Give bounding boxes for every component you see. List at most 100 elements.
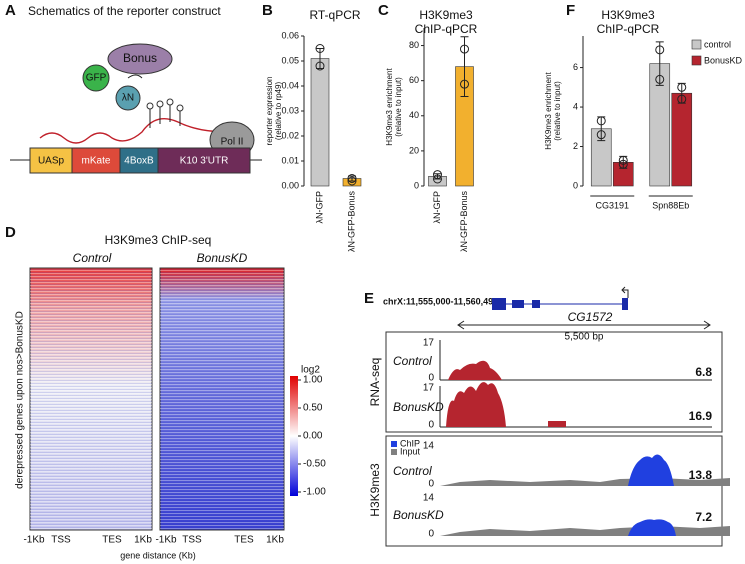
arrow: [127, 74, 143, 79]
bonus-shape: [107, 43, 173, 75]
browser-panel: chrX:11,555,000-11,560,498 CG1572 5,500 …: [368, 286, 730, 547]
track-min: 0: [428, 529, 434, 540]
segment-label: UASp: [38, 156, 65, 167]
track-min: 0: [428, 479, 434, 490]
gene-label: CG1572: [568, 310, 613, 324]
bonus-label: Bonus: [123, 51, 157, 65]
y-tick-label: 20: [409, 145, 419, 155]
colorbar-tick-label: -1.00: [303, 487, 326, 498]
gfp-label: GFP: [86, 73, 107, 84]
colorbar-tick-label: 1.00: [303, 375, 323, 386]
track-max: 14: [423, 493, 435, 504]
panel-label: D: [5, 224, 16, 241]
y-tick-label: 0.01: [281, 155, 299, 165]
colorbar-tick-label: 0.00: [303, 431, 323, 442]
y-tick-label: 0.04: [281, 80, 299, 90]
data-point: [347, 174, 357, 183]
track-min: 0: [428, 373, 434, 384]
x-tick-label: TSS: [182, 535, 202, 546]
panel-label: E: [364, 290, 374, 307]
colorbar-label: log2: [301, 365, 320, 376]
y-tick-label: 0: [414, 180, 419, 190]
track-name: Control: [393, 464, 432, 478]
x-tick-label: λN-GFP: [314, 191, 324, 224]
pol2-label: Pol II: [221, 137, 244, 148]
colorbar-ticks: 1.00 0.50 0.00 -0.50 -1.00: [298, 375, 326, 498]
legend-swatch: [691, 39, 702, 50]
y-tick-label: 0.02: [281, 130, 299, 140]
error-bar: [460, 36, 469, 97]
data-point: [460, 44, 469, 54]
track-box: [385, 331, 723, 433]
segment-label: mKate: [82, 156, 111, 167]
bar: [310, 58, 330, 187]
x-tick-label: λN-GFP-Bonus: [459, 191, 469, 253]
gfp-shape: [82, 64, 110, 92]
track-value: 6.8: [695, 365, 712, 379]
track-max: 17: [423, 383, 435, 394]
chart-title: ChIP-qPCR: [415, 22, 478, 36]
x-tick-label: Spn88Eb: [652, 200, 689, 210]
y-tick-label: 0.06: [281, 30, 299, 40]
chart-title: H3K9me3: [601, 8, 655, 22]
error-bar: [316, 48, 324, 69]
column-title: BonusKD: [197, 251, 248, 265]
x-tick-label: -1Kb: [23, 535, 45, 546]
y-tick-label: 60: [409, 75, 419, 85]
data-point: [655, 74, 665, 84]
segment: [71, 147, 121, 174]
x-tick-label: -1Kb: [155, 535, 177, 546]
panel-label: C: [378, 2, 389, 19]
data-point: [315, 44, 325, 53]
x-tick-label: TES: [234, 535, 254, 546]
legend-swatch: [691, 55, 702, 66]
y-tick-label: 40: [409, 110, 419, 120]
scale-label: 5,500 bp: [565, 332, 604, 343]
data-point: [433, 174, 442, 184]
data-point: [347, 176, 357, 186]
y-tick-label: 0.03: [281, 105, 299, 115]
track-group-label: H3K9me3: [368, 463, 382, 517]
track-box: [385, 435, 723, 547]
panel-label: F: [566, 2, 575, 19]
heatmap-title: H3K9me3 ChIP-seq: [105, 233, 212, 247]
y-axis-label: derepressed genes upon nos>BonusKD: [15, 311, 26, 489]
track-min: 0: [428, 420, 434, 431]
lambda-n-label: λN: [122, 93, 134, 104]
y-tick-label: 0.00: [281, 180, 299, 190]
data-point: [460, 79, 469, 89]
hairpins: [149, 104, 181, 128]
track-max: 14: [423, 441, 435, 452]
heatmap-panel: H3K9me3 ChIP-seq Control BonusKD derepre…: [15, 233, 327, 560]
legend-label: BonusKD: [704, 55, 743, 65]
y-tick-label: 4: [573, 101, 578, 111]
chart-title: RT-qPCR: [309, 8, 360, 22]
data-point: [677, 82, 687, 92]
y-tick-label: 0.05: [281, 55, 299, 65]
error-bar: [655, 41, 664, 86]
panel-label: B: [262, 2, 273, 19]
x-tick-label: TES: [102, 535, 122, 546]
legend-label: ChIP: [400, 438, 420, 448]
y-tick-label: 0: [573, 180, 578, 190]
x-tick-label: 1Kb: [266, 535, 284, 546]
bar: [671, 92, 693, 187]
x-tick-label: TSS: [51, 535, 71, 546]
y-tick-label: 2: [573, 141, 578, 151]
legend-label: Input: [400, 446, 421, 456]
track-name: Control: [393, 354, 432, 368]
y-axis-label: (relative to rp49): [274, 82, 283, 141]
track-name: BonusKD: [393, 400, 444, 414]
y-tick-label: 6: [573, 62, 578, 72]
y-tick-label: 80: [409, 40, 419, 50]
heatmap-texture: [30, 268, 152, 530]
y-axis-label: (relative to input): [553, 81, 562, 141]
track-max: 17: [423, 338, 435, 349]
data-point: [596, 116, 606, 126]
column-title: Control: [73, 251, 112, 265]
segment: [119, 147, 159, 174]
track-name: BonusKD: [393, 508, 444, 522]
rna-strand: [39, 118, 229, 144]
data-point: [618, 159, 628, 169]
